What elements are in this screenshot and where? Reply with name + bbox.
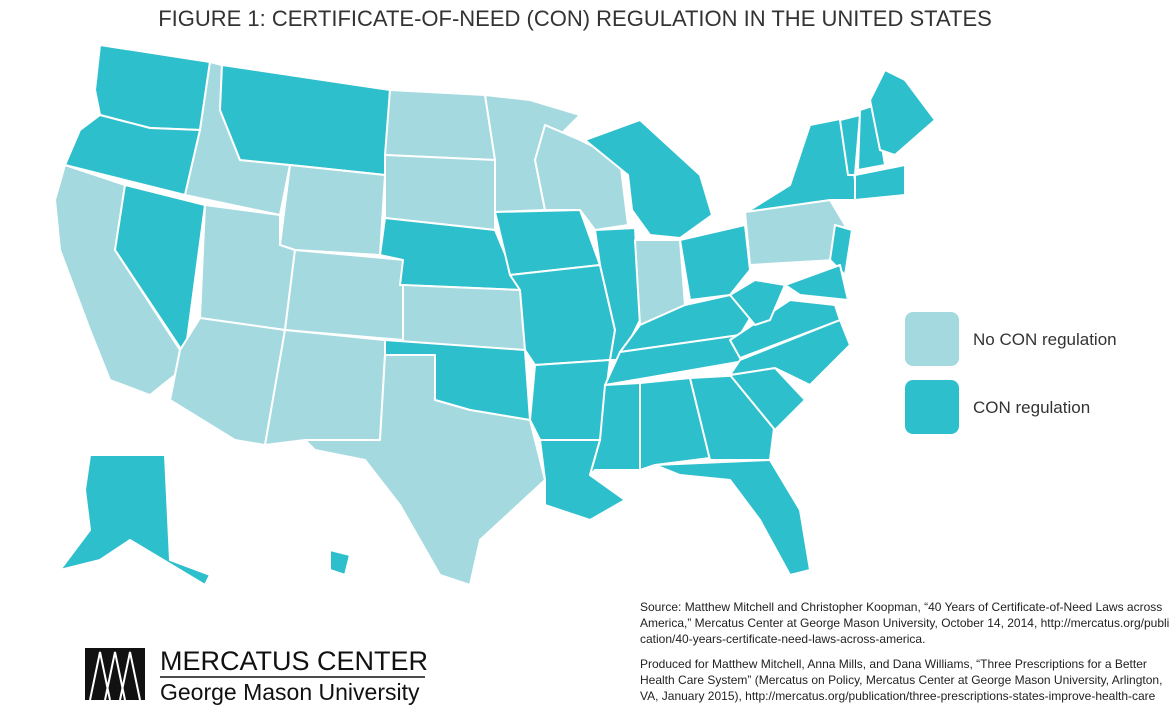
logo: MERCATUS CENTER George Mason University [85,646,428,705]
state [857,104,886,171]
state [729,279,786,326]
state [679,224,751,301]
logo-subtitle: George Mason University [160,679,420,705]
legend-label: No CON regulation [973,330,1117,349]
state [304,354,546,586]
source-line: America,” Mercatus Center at George Maso… [640,616,1170,630]
state [869,69,936,156]
state [384,89,496,161]
us-map [54,44,936,586]
state [402,284,526,351]
logo-pattern [89,651,141,701]
legend-swatch [905,312,959,366]
state [199,204,296,331]
state [509,264,616,366]
produced-line: Health Care System” (Mercatus on Policy,… [640,673,1162,687]
state [784,264,849,301]
produced-line: VA, January 2015), http://mercatus.org/p… [640,689,1156,703]
title: FIGURE 1: CERTIFICATE-OF-NEED (CON) REGU… [158,6,992,31]
state [494,209,601,276]
legend-label: CON regulation [973,398,1090,417]
state [829,224,853,276]
state [584,119,713,239]
source-note: Source: Matthew Mitchell and Christopher… [640,600,1170,703]
state [744,117,856,213]
legend: No CON regulation CON regulation [905,312,1117,434]
state [639,377,711,471]
state [529,359,611,441]
state [219,64,391,176]
state [379,217,521,291]
state [839,114,861,176]
state [264,329,386,446]
state [59,454,211,586]
state [279,164,386,256]
state [329,549,351,576]
produced-line: Produced for Matthew Mitchell, Anna Mill… [640,657,1147,671]
source-line: Source: Matthew Mitchell and Christopher… [640,600,1162,614]
logo-name: MERCATUS CENTER [160,646,428,676]
source-line: cation/40-years-certificate-need-laws-ac… [640,632,925,646]
state [284,249,406,341]
state [654,459,811,576]
state [384,154,496,231]
legend-swatch [905,380,959,434]
state [854,164,906,201]
